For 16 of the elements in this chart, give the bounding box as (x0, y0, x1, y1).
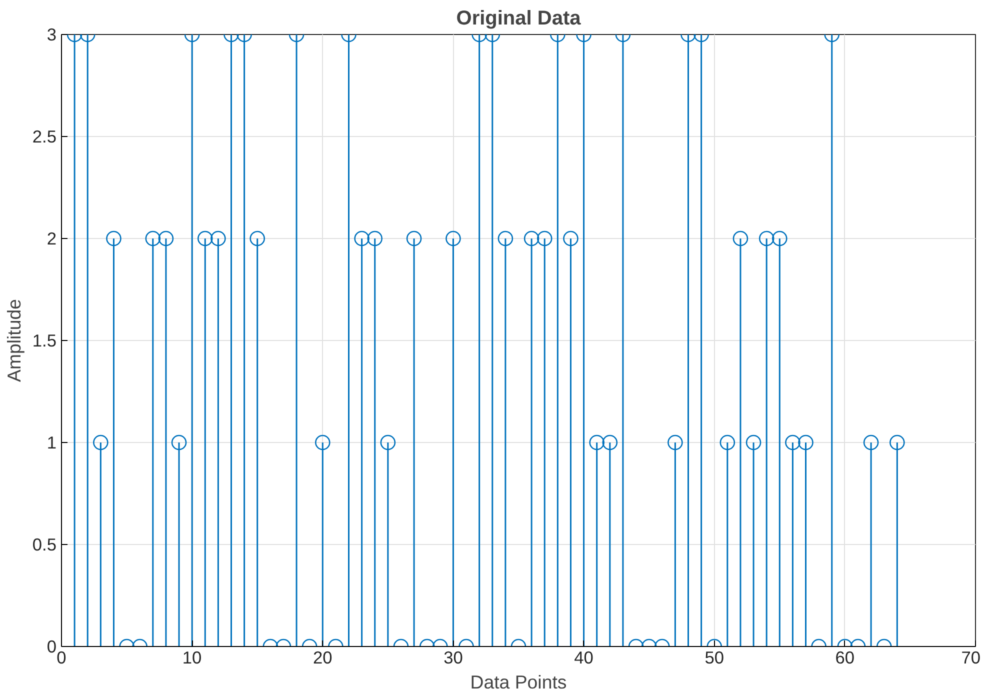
x-tick-label: 70 (961, 648, 981, 668)
x-tick-label: 40 (574, 648, 594, 668)
x-tick-label: 50 (704, 648, 724, 668)
x-tick-label: 30 (444, 648, 463, 668)
y-tick-label: 1 (46, 432, 57, 452)
y-axis-title: Amplitude (3, 299, 24, 382)
y-tick-label: 2.5 (32, 126, 57, 146)
y-tick-label: 2 (46, 228, 57, 248)
chart-title: Original Data (456, 8, 582, 30)
y-tick-label: 1.5 (32, 330, 57, 350)
y-tick-label: 3 (46, 24, 57, 44)
y-tick-label: 0.5 (32, 534, 57, 554)
x-tick-label: 10 (182, 648, 202, 668)
x-axis-title: Data Points (470, 672, 567, 692)
x-tick-label: 60 (835, 648, 855, 668)
x-tick-label: 20 (313, 648, 332, 668)
